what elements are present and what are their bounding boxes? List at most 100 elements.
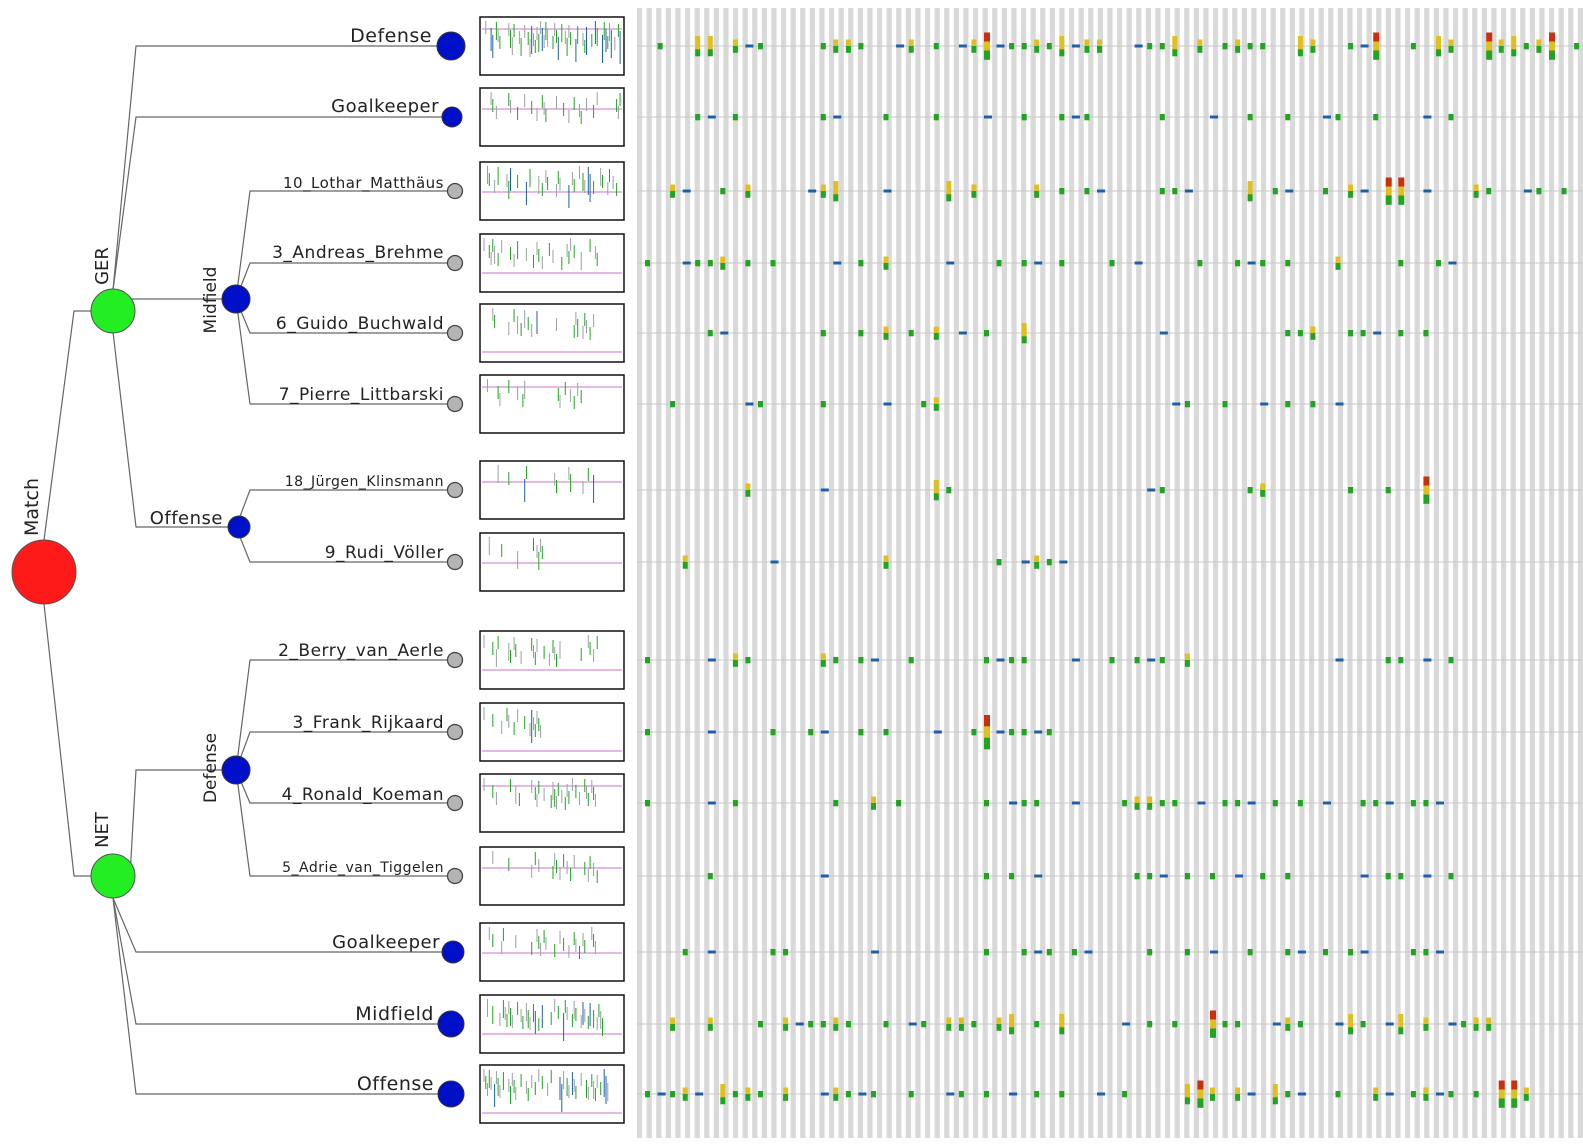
timeline-stripe xyxy=(1001,8,1007,1138)
event-mark xyxy=(1423,330,1429,337)
group-node-ger-goalkeeper xyxy=(441,106,463,128)
event-mark xyxy=(720,331,729,335)
group-node-ger-offense xyxy=(227,515,251,539)
event-mark xyxy=(1335,114,1341,121)
event-mark xyxy=(971,191,977,198)
timeline-stripe xyxy=(1539,8,1545,1138)
team-label-net: NET xyxy=(92,811,113,848)
event-mark xyxy=(1448,39,1454,47)
event-mark xyxy=(1410,800,1416,807)
event-mark xyxy=(996,260,1002,267)
event-mark xyxy=(1210,873,1215,880)
event-mark xyxy=(695,114,701,121)
event-mark xyxy=(833,1024,839,1031)
event-mark xyxy=(1184,653,1190,661)
event-mark xyxy=(858,729,864,736)
event-mark xyxy=(1046,559,1052,566)
event-mark xyxy=(1423,658,1432,662)
event-mark xyxy=(1197,39,1203,47)
row-thumbnail xyxy=(479,87,625,147)
timeline-stripe xyxy=(637,8,643,1138)
event-mark xyxy=(1549,50,1555,60)
event-mark xyxy=(1222,401,1228,408)
event-mark xyxy=(1046,949,1052,956)
event-mark xyxy=(1059,49,1065,57)
event-mark xyxy=(1159,487,1165,494)
event-mark xyxy=(1147,796,1153,804)
event-mark xyxy=(1021,260,1027,267)
group-label-net-midfield: Midfield xyxy=(355,1003,434,1025)
player-label: 3_Frank_Rijkaard xyxy=(292,713,444,733)
event-mark xyxy=(1034,39,1040,47)
event-mark xyxy=(1059,188,1065,195)
event-mark xyxy=(883,402,892,406)
event-mark xyxy=(1021,43,1027,50)
row-thumbnail xyxy=(479,303,625,363)
event-mark xyxy=(1360,874,1369,878)
event-mark xyxy=(908,657,914,664)
event-mark xyxy=(1486,50,1493,60)
event-mark xyxy=(1071,801,1080,805)
event-mark xyxy=(1385,177,1392,187)
event-mark xyxy=(984,32,990,42)
event-mark xyxy=(1184,660,1190,667)
event-mark xyxy=(1398,1014,1404,1021)
timeline-stripe xyxy=(713,8,719,1138)
timeline-stripe xyxy=(1203,8,1209,1138)
event-mark xyxy=(858,43,864,50)
event-mark xyxy=(1009,873,1015,880)
branch-ger-defense xyxy=(112,45,448,291)
event-mark xyxy=(1184,949,1190,956)
event-mark xyxy=(1197,260,1203,267)
event-mark xyxy=(820,184,826,192)
event-mark xyxy=(732,653,738,661)
timeline-stripe xyxy=(973,8,979,1138)
event-mark xyxy=(996,44,1005,48)
event-mark xyxy=(745,44,754,48)
timeline-stripe xyxy=(1126,8,1132,1138)
timeline-stripe xyxy=(800,8,806,1138)
event-mark xyxy=(1260,43,1266,50)
event-mark xyxy=(1348,487,1354,494)
event-mark xyxy=(971,39,977,47)
event-mark xyxy=(707,330,713,337)
timeline-stripe xyxy=(1145,8,1151,1138)
event-mark xyxy=(1235,1021,1241,1028)
event-mark xyxy=(1021,729,1027,736)
event-mark xyxy=(1335,658,1344,662)
event-mark xyxy=(1310,401,1316,408)
timeline-stripe xyxy=(848,8,854,1138)
event-mark xyxy=(770,729,776,736)
timeline-stripe xyxy=(1174,8,1180,1138)
event-mark xyxy=(1235,1094,1241,1101)
event-mark xyxy=(1523,1094,1529,1101)
event-mark xyxy=(1147,1021,1153,1028)
event-mark xyxy=(833,194,839,202)
event-mark xyxy=(1247,43,1253,50)
timeline-stripe xyxy=(877,8,883,1138)
event-mark xyxy=(1348,949,1354,956)
timeline-stripe xyxy=(1328,8,1334,1138)
row-thumbnail xyxy=(479,773,625,833)
event-mark xyxy=(1423,115,1432,119)
timeline-stripe xyxy=(1213,8,1219,1138)
event-mark xyxy=(1021,560,1030,564)
event-mark xyxy=(1272,1097,1278,1105)
player-node xyxy=(446,867,464,885)
player-label: 4_Ronald_Koeman xyxy=(282,785,444,805)
event-mark xyxy=(1511,49,1517,57)
event-mark xyxy=(1285,330,1291,337)
event-mark xyxy=(1084,46,1090,53)
event-mark xyxy=(996,730,1005,734)
event-mark xyxy=(933,333,939,340)
event-mark xyxy=(1310,333,1316,340)
event-mark xyxy=(1385,873,1391,880)
event-mark xyxy=(883,256,889,264)
event-mark xyxy=(1423,874,1432,878)
event-mark xyxy=(1247,187,1253,195)
timeline-stripe xyxy=(857,8,863,1138)
branch-root-ger xyxy=(43,310,113,541)
timeline-stripe xyxy=(905,8,911,1138)
event-mark xyxy=(1473,191,1479,198)
group-node-net-offense xyxy=(437,1080,465,1108)
